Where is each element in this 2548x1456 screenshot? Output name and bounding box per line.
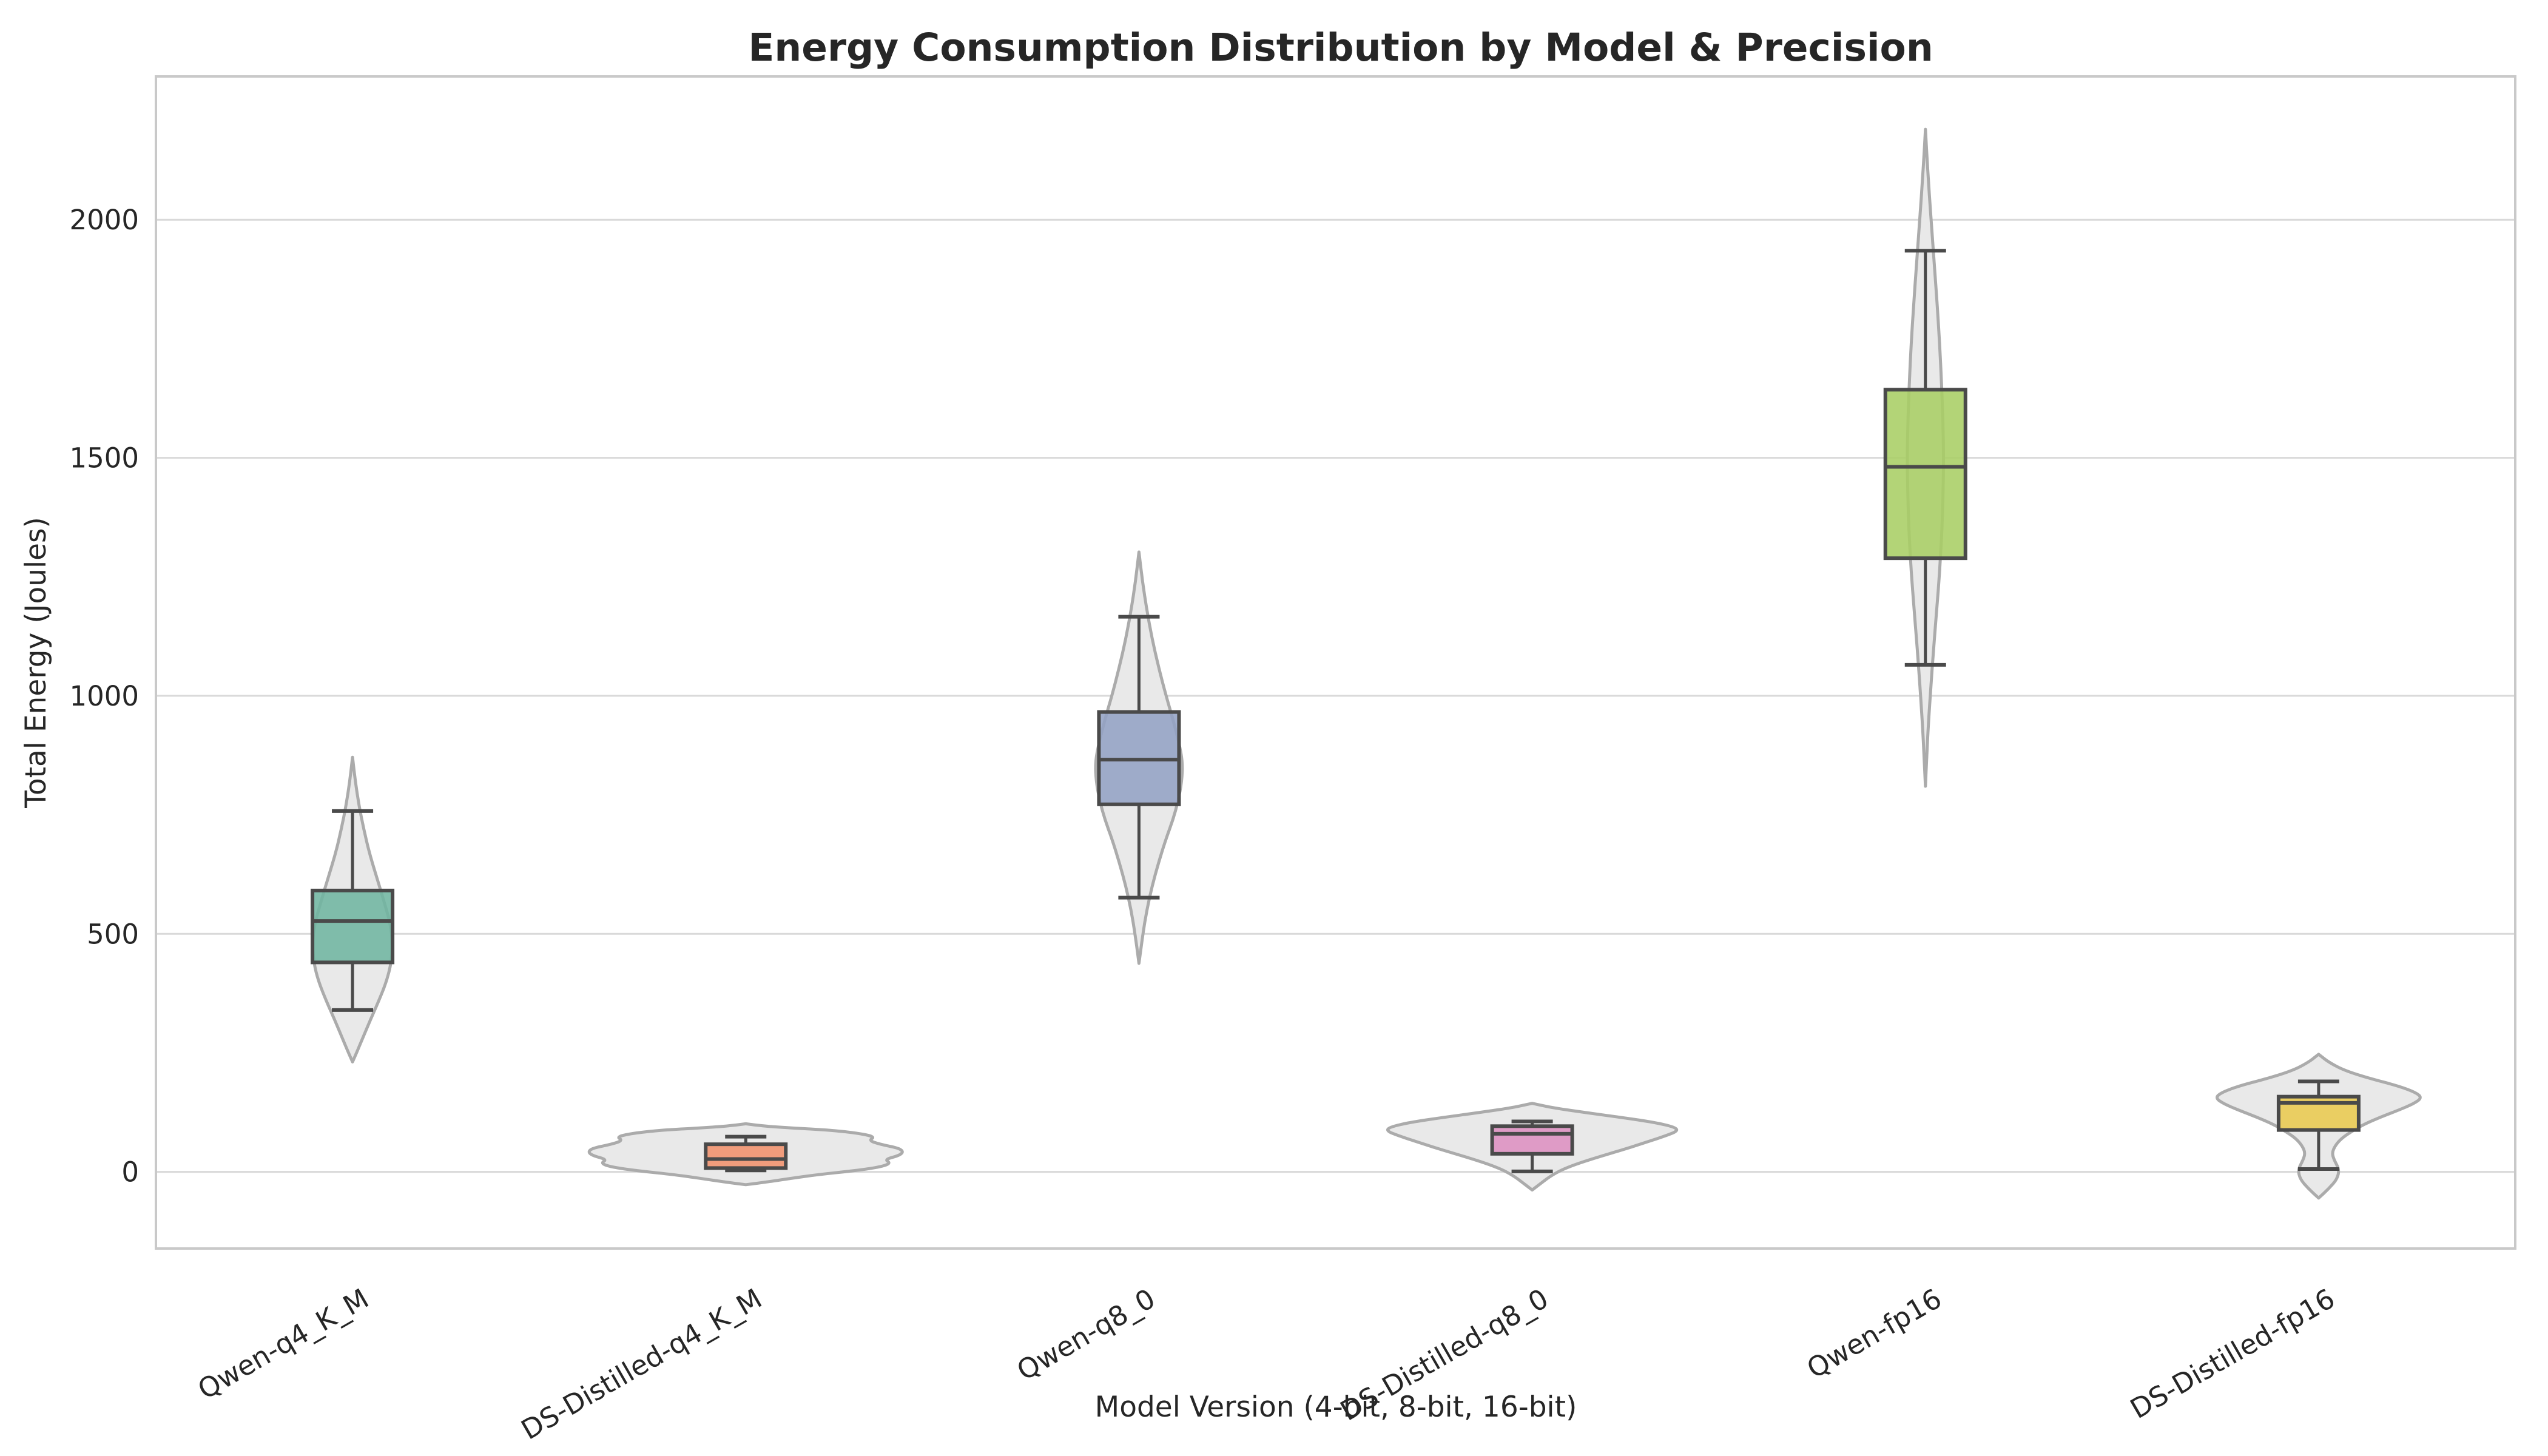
- box-Qwen-q4_K_M: [311, 888, 395, 965]
- x-tick-label: DS-Distilled-q4_K_M: [516, 1282, 767, 1446]
- violin-group-DS-Distilled-fp16: [2216, 1053, 2422, 1200]
- x-tick-label: Qwen-q8_0: [1011, 1282, 1161, 1387]
- y-tick-label: 1000: [69, 680, 139, 712]
- y-tick-label: 1500: [69, 442, 139, 474]
- gridlines-layer: [156, 218, 2515, 1173]
- box-DS-Distilled-q4_K_M: [704, 1142, 788, 1170]
- violin-group-Qwen-fp16: [1883, 127, 1967, 788]
- y-tick-label: 0: [121, 1156, 139, 1188]
- x-tick-label: Qwen-fp16: [1801, 1282, 1947, 1385]
- plot-border: [155, 75, 2516, 1250]
- box-Qwen-fp16: [1883, 388, 1967, 561]
- violin-group-Qwen-q8_0: [1094, 550, 1184, 965]
- box-DS-Distilled-q8_0: [1490, 1124, 1574, 1156]
- x-axis-title: Model Version (4-bit, 8-bit, 16-bit): [1095, 1390, 1577, 1424]
- y-tick-label: 2000: [69, 204, 139, 236]
- violins-layer: [311, 127, 2422, 1200]
- violin-group-DS-Distilled-q8_0: [1386, 1102, 1679, 1191]
- violin-group-Qwen-q4_K_M: [311, 755, 395, 1063]
- y-axis-title: Total Energy (Joules): [19, 517, 53, 809]
- x-tick-label: DS-Distilled-fp16: [2125, 1282, 2340, 1426]
- y-tick-label: 500: [87, 918, 139, 950]
- violin-group-DS-Distilled-q4_K_M: [587, 1122, 904, 1187]
- chart-title: Energy Consumption Distribution by Model…: [748, 25, 1933, 70]
- tick-labels-layer: 0 500 1000 1500 2000 Qwen-q4_K_M DS-Distilled-…: [69, 204, 2340, 1446]
- x-tick-label: Qwen-q4_K_M: [192, 1282, 374, 1406]
